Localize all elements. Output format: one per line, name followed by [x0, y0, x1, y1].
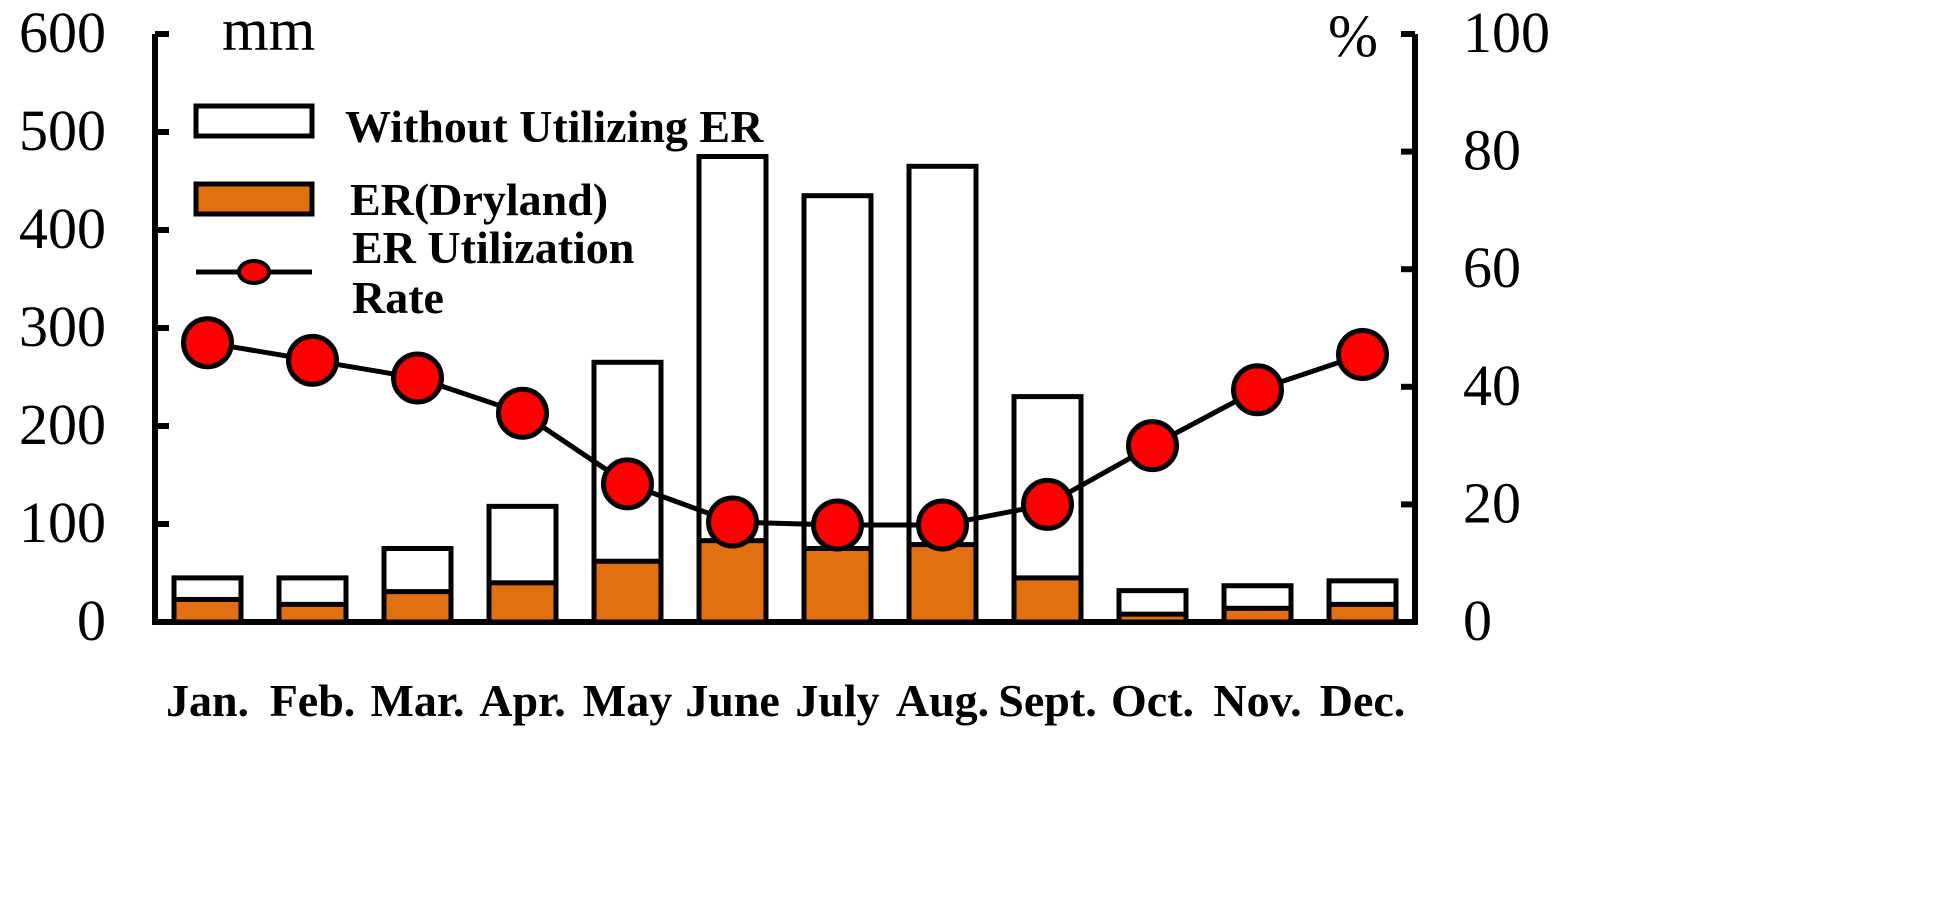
bar-er-dryland	[171, 596, 244, 625]
category-label: Jan.	[166, 675, 249, 726]
category-label: Oct.	[1111, 675, 1194, 726]
left-tick-label: 400	[19, 196, 106, 261]
left-tick-label: 0	[77, 588, 106, 653]
rate-point	[811, 498, 864, 552]
rate-point	[1126, 419, 1179, 473]
bar-er-dryland	[276, 601, 349, 625]
category-label: June	[685, 675, 780, 726]
right-tick-label: 40	[1463, 353, 1521, 418]
rate-point	[286, 333, 339, 387]
category-label: Nov.	[1213, 675, 1301, 726]
bar-er-dryland	[906, 542, 979, 625]
bar-er-dryland	[801, 546, 874, 625]
left-tick-label: 600	[19, 0, 106, 65]
bar-er-dryland	[696, 538, 769, 625]
rate-point	[916, 498, 969, 552]
right-axis-unit: %	[1328, 3, 1378, 69]
rate-point	[181, 316, 234, 370]
bar-er-dryland	[591, 558, 664, 625]
legend-label-er-utilization-line2: Rate	[352, 272, 444, 323]
rate-point	[391, 351, 444, 405]
left-tick-label: 300	[19, 294, 106, 359]
rate-point	[601, 457, 654, 511]
legend-swatch-er-dryland	[193, 181, 315, 217]
rate-point	[706, 495, 759, 549]
legend: Without Utilizing ER ER(Dryland) ER Util…	[193, 101, 764, 323]
category-label: Dec.	[1320, 675, 1406, 726]
bar-er-dryland	[381, 589, 454, 625]
legend-swatch-without-er	[193, 103, 315, 139]
right-tick-label: 80	[1463, 118, 1521, 183]
right-ticks: 0 20 40 60 80 100	[1401, 0, 1550, 653]
legend-label-without-er: Without Utilizing ER	[345, 101, 764, 152]
legend-label-er-dryland: ER(Dryland)	[350, 174, 608, 225]
axes: 0 100 200 300 400 500 600 0 20 40 60 80 100 mm %	[19, 0, 1550, 653]
category-label: Aug.	[896, 675, 989, 726]
right-tick-label: 20	[1463, 470, 1521, 535]
right-tick-label: 60	[1463, 235, 1521, 300]
category-label: Feb.	[270, 675, 356, 726]
left-axis-unit: mm	[222, 0, 315, 63]
right-tick-label: 0	[1463, 588, 1492, 653]
bar-er-dryland	[486, 580, 559, 625]
right-tick-label: 100	[1463, 0, 1550, 65]
left-tick-label: 200	[19, 392, 106, 457]
category-label: Apr.	[479, 675, 566, 726]
category-label: Mar.	[370, 675, 464, 726]
bar-er-dryland	[1011, 575, 1084, 625]
left-tick-label: 500	[19, 98, 106, 163]
rate-point	[496, 386, 549, 440]
bar-er-dryland	[1326, 601, 1399, 625]
rate-point	[1021, 477, 1074, 531]
category-label: July	[795, 675, 879, 726]
bar-er-dryland	[1221, 605, 1294, 625]
category-label: Sept.	[998, 675, 1096, 726]
left-tick-label: 100	[19, 490, 106, 555]
bar-er-dryland	[1116, 611, 1189, 625]
legend-label-er-utilization-line1: ER Utilization	[352, 222, 634, 273]
left-ticks: 0 100 200 300 400 500 600	[19, 0, 169, 653]
rate-point	[1336, 327, 1389, 381]
rate-series-line	[207, 340, 1364, 528]
category-label: May	[583, 675, 672, 726]
legend-swatch-marker	[237, 259, 271, 285]
rate-line	[181, 316, 1389, 552]
category-labels: Jan. Feb. Mar. Apr. May June July Aug. Sept. Oct.…	[166, 675, 1405, 726]
rate-point	[1231, 363, 1284, 417]
